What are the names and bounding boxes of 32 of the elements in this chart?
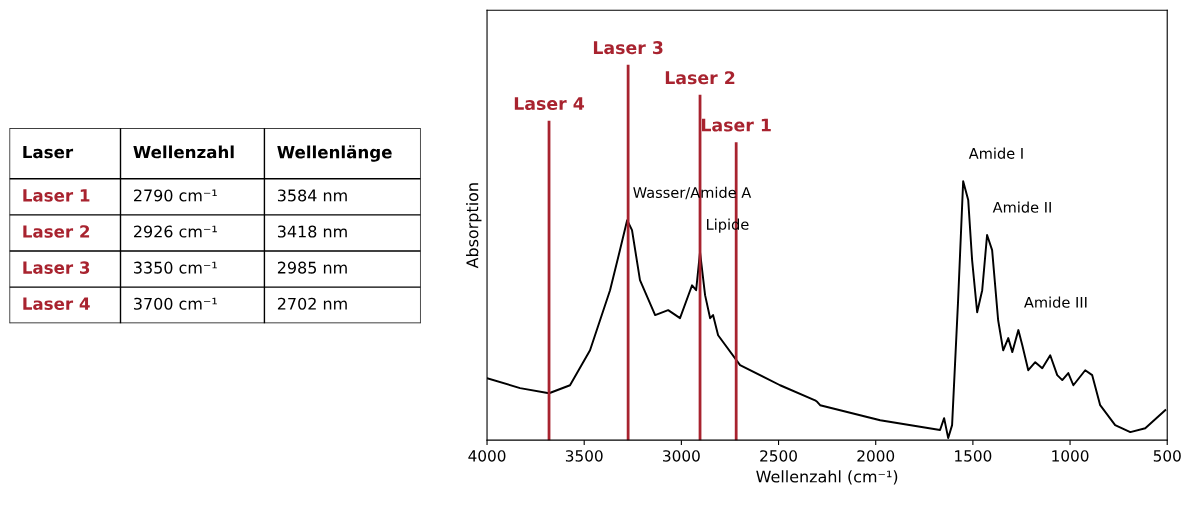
annotation: Amide II bbox=[992, 201, 1051, 213]
category-label: Laser 4 bbox=[23, 297, 90, 310]
y-axis-title: Absorption bbox=[466, 183, 482, 269]
x-tick-label: 1500 bbox=[955, 450, 992, 462]
category-label: Laser 2 bbox=[23, 225, 90, 238]
ref-line-label: Laser 3 bbox=[593, 41, 663, 55]
text: 3350 cm⁻¹ bbox=[134, 261, 217, 274]
annotation: Amide III bbox=[1024, 296, 1087, 308]
text: 3584 nm bbox=[277, 189, 347, 202]
text: 3418 nm bbox=[277, 225, 347, 238]
annotation: Amide I bbox=[968, 147, 1023, 159]
x-tick-label: 4000 bbox=[468, 450, 506, 462]
text: 2790 cm⁻¹ bbox=[134, 189, 217, 202]
x-tick-label: 2000 bbox=[857, 450, 895, 462]
text: 3700 cm⁻¹ bbox=[134, 297, 217, 310]
category-label: Laser 1 bbox=[23, 189, 90, 202]
text: 2926 cm⁻¹ bbox=[134, 225, 217, 238]
ref-line-label: Laser 4 bbox=[514, 97, 585, 111]
x-tick-label: 3000 bbox=[663, 450, 700, 462]
x-tick-label: 1000 bbox=[1052, 450, 1089, 462]
category-label: Laser bbox=[23, 145, 74, 159]
ref-line-label: Laser 2 bbox=[665, 71, 735, 85]
x-tick-label: 500 bbox=[1153, 450, 1181, 462]
x-axis-title: Wellenzahl (cm⁻¹) bbox=[756, 470, 898, 485]
category-label: Wellenzahl bbox=[133, 145, 234, 159]
category-label: Wellenlänge bbox=[277, 145, 392, 162]
category-label: Laser 3 bbox=[23, 261, 90, 274]
text: 2985 nm bbox=[277, 261, 347, 274]
x-tick-label: 3500 bbox=[565, 450, 603, 462]
text: 2702 nm bbox=[277, 297, 347, 310]
x-tick-label: 2500 bbox=[760, 450, 797, 462]
ref-line-label: Laser 1 bbox=[701, 118, 771, 132]
